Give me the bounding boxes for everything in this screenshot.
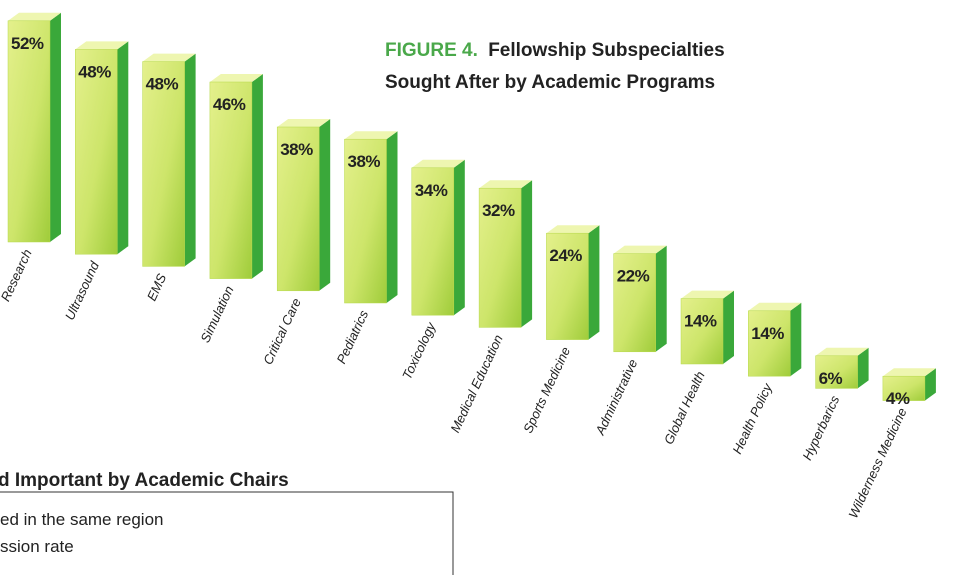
text-box xyxy=(0,491,454,575)
bar xyxy=(411,167,455,316)
bar-top xyxy=(209,74,263,82)
bar-side xyxy=(386,131,398,303)
bar-side xyxy=(184,53,196,267)
bar-top xyxy=(681,290,734,299)
x-tick-label: Simulation xyxy=(197,284,236,345)
value-label: 46% xyxy=(213,95,246,114)
bar-side xyxy=(521,180,533,328)
x-tick-label: Health Policy xyxy=(729,380,775,456)
x-tick-label: Medical Education xyxy=(447,332,505,435)
x-tick-label: Hyperbarics xyxy=(799,393,842,463)
title-line: Fellowship Subspecialties xyxy=(488,40,725,61)
bar-side xyxy=(723,290,734,364)
bar xyxy=(209,81,253,279)
bar-top xyxy=(8,12,61,21)
bar-side xyxy=(117,41,129,255)
bar xyxy=(882,375,926,401)
bar-side xyxy=(588,225,600,340)
value-label: 4% xyxy=(886,389,910,408)
value-label: 48% xyxy=(146,75,179,94)
bar-side xyxy=(453,159,465,316)
bar xyxy=(344,138,387,304)
value-label: 38% xyxy=(280,140,313,159)
bar xyxy=(7,20,51,243)
value-label: 52% xyxy=(11,34,44,53)
bar-top xyxy=(411,159,465,168)
bar-side xyxy=(924,368,936,401)
chart-title: FIGURE 4. Fellowship Subspecialties xyxy=(385,40,725,61)
figure-label: FIGURE 4. xyxy=(385,40,478,61)
bar xyxy=(613,253,656,353)
x-tick-label: Administrative xyxy=(592,357,641,438)
text-line: ed in the same region xyxy=(0,510,164,529)
bar-top xyxy=(75,41,129,50)
value-label: 14% xyxy=(684,312,717,331)
x-tick-label: Sports Medicine xyxy=(520,345,573,436)
bar-top xyxy=(546,225,600,234)
x-tick-label: EMS xyxy=(144,271,170,303)
bar-top xyxy=(479,180,533,189)
bar xyxy=(276,126,320,292)
bar-top xyxy=(748,302,802,311)
bar-top xyxy=(344,131,398,140)
bar-top xyxy=(142,53,196,62)
value-label: 6% xyxy=(819,369,843,388)
bar xyxy=(815,355,858,389)
x-tick-label: Ultrasound xyxy=(62,258,102,322)
x-tick-label: Wilderness Medicine xyxy=(845,406,909,521)
bar-side xyxy=(857,347,869,389)
bar-top xyxy=(815,347,869,356)
bar xyxy=(680,298,724,365)
value-label: 32% xyxy=(482,201,515,220)
bar xyxy=(748,310,791,377)
bar xyxy=(546,232,589,340)
bar xyxy=(75,49,118,255)
title-line: Sought After by Academic Programs xyxy=(385,72,715,93)
text-line: ssion rate xyxy=(0,537,74,556)
x-tick-label: Research xyxy=(0,247,35,304)
section-heading: d Important by Academic Chairs xyxy=(0,470,289,491)
bar-side xyxy=(655,245,667,352)
bar-top xyxy=(613,245,667,254)
bar-top xyxy=(277,119,331,127)
bar-side xyxy=(251,74,263,279)
x-tick-label: Global Health xyxy=(661,369,708,447)
value-label: 22% xyxy=(617,267,650,286)
bar-side xyxy=(319,119,331,291)
bar-side xyxy=(50,12,61,242)
bar xyxy=(142,61,185,267)
value-label: 38% xyxy=(348,152,381,171)
value-label: 24% xyxy=(549,246,582,265)
value-label: 48% xyxy=(78,62,111,81)
value-label: 14% xyxy=(751,324,784,343)
bar-side xyxy=(790,302,802,377)
x-tick-label: Toxicology xyxy=(399,319,439,382)
x-tick-label: Pediatrics xyxy=(334,307,372,366)
x-tick-label: Critical Care xyxy=(260,296,304,367)
bar-top xyxy=(882,368,936,377)
value-label: 34% xyxy=(415,181,448,200)
bar xyxy=(478,187,522,328)
